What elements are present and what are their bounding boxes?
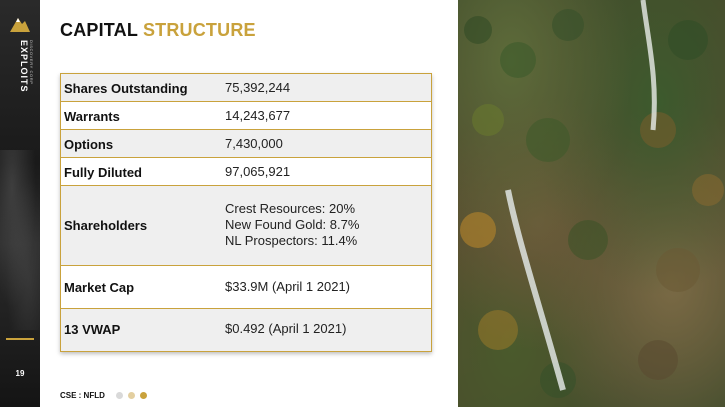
title-part-1: CAPITAL bbox=[60, 20, 138, 40]
brand-subtitle: DISCOVERY CORP bbox=[29, 40, 34, 85]
mountain-logo-icon bbox=[10, 18, 30, 32]
row-value: 7,430,000 bbox=[225, 136, 283, 151]
brand: EXPLOITS DISCOVERY CORP bbox=[5, 40, 35, 120]
row-label: 13 VWAP bbox=[64, 322, 121, 337]
row-label: Options bbox=[64, 137, 114, 152]
page-number: 19 bbox=[15, 369, 25, 378]
footer-dot bbox=[128, 392, 135, 399]
table-row: Market Cap $33.9M (April 1 2021) bbox=[61, 266, 431, 309]
row-value: 97,065,921 bbox=[225, 164, 291, 179]
table-row: Fully Diluted 97,065,921 bbox=[61, 158, 431, 186]
row-value-line: Crest Resources: 20% bbox=[225, 201, 356, 216]
row-value: $33.9M (April 1 2021) bbox=[225, 279, 351, 294]
sidebar-texture bbox=[0, 150, 40, 330]
sidebar: EXPLOITS DISCOVERY CORP 19 bbox=[0, 0, 40, 407]
table-row: Options 7,430,000 bbox=[61, 130, 431, 158]
ticker-label: CSE : NFLD bbox=[60, 391, 105, 400]
table-row: 13 VWAP $0.492 (April 1 2021) bbox=[61, 309, 431, 351]
table-row: Shareholders Crest Resources: 20% New Fo… bbox=[61, 186, 431, 266]
capital-structure-table: Shares Outstanding 75,392,244 Warrants 1… bbox=[60, 73, 432, 352]
row-value: 14,243,677 bbox=[225, 108, 291, 123]
footer-dot bbox=[116, 392, 123, 399]
row-label: Warrants bbox=[64, 109, 120, 124]
photo-art bbox=[460, 0, 724, 398]
table-row: Shares Outstanding 75,392,244 bbox=[61, 74, 431, 102]
brand-name: EXPLOITS bbox=[19, 40, 29, 93]
row-value: 75,392,244 bbox=[225, 80, 291, 95]
row-value-line: New Found Gold: 8.7% bbox=[225, 217, 360, 232]
row-label: Shares Outstanding bbox=[64, 81, 188, 96]
title-part-2: STRUCTURE bbox=[142, 20, 256, 40]
row-label: Fully Diluted bbox=[64, 165, 142, 180]
aerial-forest-photo bbox=[458, 0, 725, 407]
row-value: $0.492 (April 1 2021) bbox=[225, 321, 347, 336]
row-value-line: NL Prospectors: 11.4% bbox=[225, 233, 358, 248]
page-title: CAPITAL STRUCTURE bbox=[60, 20, 256, 41]
footer-dot bbox=[140, 392, 147, 399]
row-label: Shareholders bbox=[64, 218, 148, 233]
sidebar-divider bbox=[6, 338, 34, 340]
row-label: Market Cap bbox=[64, 280, 135, 295]
table-row: Warrants 14,243,677 bbox=[61, 102, 431, 130]
